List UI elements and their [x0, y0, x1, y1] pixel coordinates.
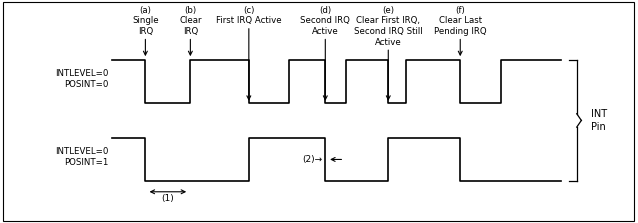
Text: (a): (a)	[140, 6, 151, 14]
Text: INTLEVEL=0
POSINT=0: INTLEVEL=0 POSINT=0	[55, 69, 108, 89]
Text: First IRQ Active: First IRQ Active	[216, 16, 281, 25]
Text: (f): (f)	[456, 6, 465, 14]
Text: (c): (c)	[243, 6, 255, 14]
Text: Clear Last: Clear Last	[439, 16, 482, 25]
FancyBboxPatch shape	[3, 2, 634, 221]
Text: (e): (e)	[382, 6, 394, 14]
Text: Single: Single	[132, 16, 159, 25]
Text: (b): (b)	[184, 6, 197, 14]
Text: Active: Active	[375, 38, 402, 47]
Text: (d): (d)	[319, 6, 331, 14]
Text: IRQ: IRQ	[138, 27, 153, 36]
Text: Second IRQ: Second IRQ	[300, 16, 350, 25]
Text: INT
Pin: INT Pin	[591, 109, 607, 132]
Text: Active: Active	[312, 27, 339, 36]
Text: IRQ: IRQ	[182, 27, 198, 36]
Text: INTLEVEL=0
POSINT=1: INTLEVEL=0 POSINT=1	[55, 147, 108, 167]
Text: (1): (1)	[161, 194, 174, 203]
Text: Second IRQ Still: Second IRQ Still	[354, 27, 422, 36]
Text: Clear: Clear	[179, 16, 202, 25]
Text: Clear First IRQ,: Clear First IRQ,	[356, 16, 420, 25]
Text: (2)→: (2)→	[302, 155, 322, 164]
Text: Pending IRQ: Pending IRQ	[434, 27, 487, 36]
